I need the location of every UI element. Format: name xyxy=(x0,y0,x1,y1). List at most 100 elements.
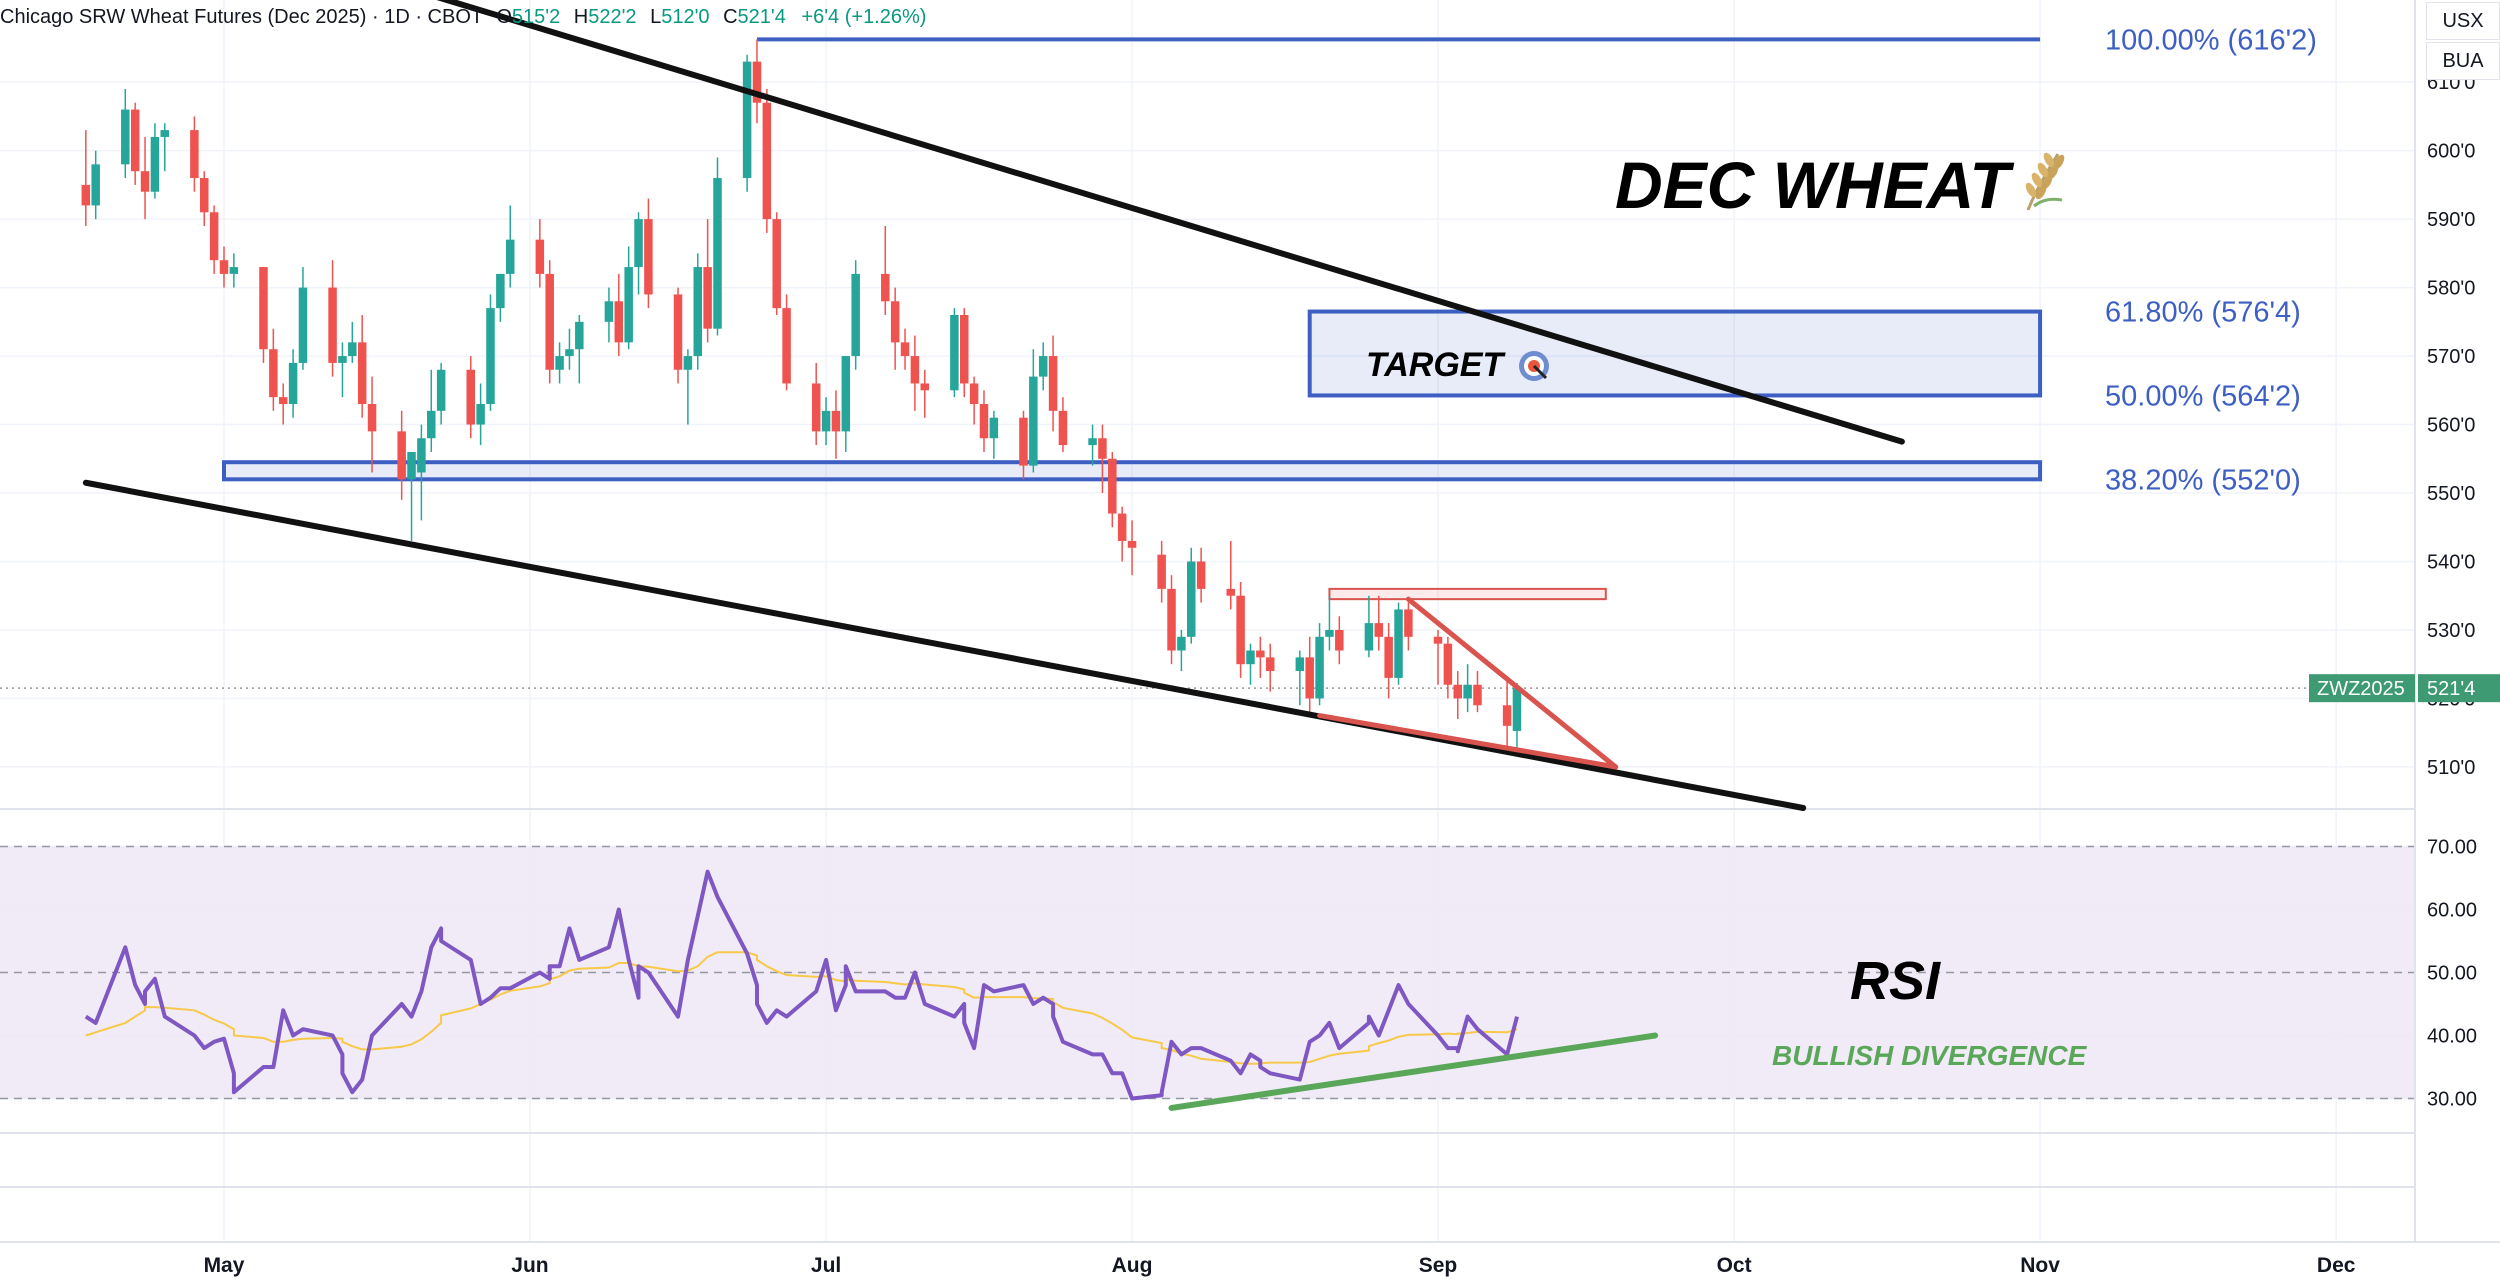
candle-body xyxy=(693,267,703,357)
candle-body xyxy=(1463,684,1472,699)
candle-body xyxy=(1315,636,1324,699)
candle-body xyxy=(910,356,920,384)
candle-body xyxy=(436,369,446,411)
close-label: C xyxy=(723,6,738,28)
candle-body xyxy=(545,273,554,370)
high-value: 522'2 xyxy=(588,6,637,28)
wheat-grain xyxy=(2043,152,2055,168)
rsi-axis-tick: 50.00 xyxy=(2427,963,2477,985)
candle-body xyxy=(920,383,930,391)
price-axis-tick: 540'0 xyxy=(2427,551,2475,573)
candle-body xyxy=(1433,636,1443,644)
candle-body xyxy=(742,61,752,179)
target-icon xyxy=(1519,351,1549,381)
candle-body xyxy=(900,342,910,357)
triangle-lower-line xyxy=(1317,713,1619,770)
target-dart xyxy=(1532,364,1548,380)
candle-body xyxy=(1453,684,1462,699)
candle-body xyxy=(298,287,308,363)
price-axis-tick: 510'0 xyxy=(2427,757,2475,779)
candle-body xyxy=(762,102,772,220)
rsi-line xyxy=(84,869,1519,1101)
support-zone xyxy=(222,460,2043,482)
candle-body xyxy=(1335,629,1344,651)
candle-body xyxy=(535,239,545,274)
candle-body xyxy=(229,267,239,274)
divergence-line xyxy=(1168,1032,1659,1111)
candle-body xyxy=(160,130,170,137)
candle-body xyxy=(1187,561,1196,637)
candle-body xyxy=(1512,688,1522,731)
fib-label: 38.20% (552'0) xyxy=(2105,464,2301,496)
candle-body xyxy=(357,342,367,404)
candle-body xyxy=(683,356,693,370)
candle-body xyxy=(269,349,278,398)
price-axis-tick: 570'0 xyxy=(2427,346,2475,368)
candle-body xyxy=(703,267,712,329)
wheat-leaf xyxy=(2033,197,2063,208)
wheat-grain xyxy=(2025,182,2037,198)
candle-body xyxy=(1098,438,1107,459)
symbol-title: Chicago SRW Wheat Futures (Dec 2025) · 1… xyxy=(0,6,483,28)
candle-body xyxy=(1246,650,1255,665)
candle-body xyxy=(614,301,624,343)
time-axis-label: Nov xyxy=(2020,1254,2060,1277)
candle-body xyxy=(1048,356,1058,411)
price-axis-tick: 560'0 xyxy=(2427,415,2475,437)
rsi-axis-tick: 60.00 xyxy=(2427,900,2477,922)
candle-body xyxy=(1108,458,1117,514)
open-label: O xyxy=(496,6,512,28)
candle-body xyxy=(673,294,683,370)
candle-body xyxy=(1443,643,1453,685)
candle-body xyxy=(121,109,130,165)
candle-body xyxy=(604,301,614,322)
price-axis-tick: 550'0 xyxy=(2427,483,2475,505)
high-label: H xyxy=(573,6,589,28)
divergence-label: BULLISH DIVERGENCE xyxy=(1772,1040,2088,1071)
candle-body xyxy=(634,219,643,268)
time-axis-label: Sep xyxy=(1419,1254,1458,1277)
candle-body xyxy=(486,308,495,404)
candle-body xyxy=(417,438,426,473)
time-axis-label: Oct xyxy=(1717,1254,1752,1277)
candle-body xyxy=(427,410,436,439)
candle-body xyxy=(367,404,377,432)
candle-body xyxy=(140,171,150,192)
candle-body xyxy=(466,369,475,425)
wheat-icon xyxy=(2025,152,2065,211)
time-axis-label: Aug xyxy=(1112,1254,1153,1277)
candle-body xyxy=(890,301,900,343)
candle-body xyxy=(1394,609,1403,678)
candle-body xyxy=(150,136,160,192)
candle-body xyxy=(969,383,979,404)
currency-button[interactable]: USX xyxy=(2426,2,2500,40)
candle-body xyxy=(821,410,831,432)
time-axis-label: Dec xyxy=(2317,1254,2356,1277)
wheat-stem xyxy=(2026,153,2060,211)
channel-line xyxy=(436,0,1905,445)
candle-body xyxy=(476,404,485,425)
candle-body xyxy=(200,178,209,213)
candle-body xyxy=(851,273,860,357)
candle-body xyxy=(1226,588,1235,596)
candle-body xyxy=(288,362,298,404)
price-axis-tick: 580'0 xyxy=(2427,278,2475,300)
symbol-tag-text: ZWZ2025 xyxy=(2317,678,2405,700)
candle-body xyxy=(407,451,416,480)
candle-body xyxy=(81,184,91,206)
candle-body xyxy=(91,164,100,206)
candle-body xyxy=(1157,554,1166,589)
chart-title: DEC WHEAT xyxy=(1615,148,2014,222)
candle-body xyxy=(505,239,515,274)
candle-body xyxy=(752,61,762,103)
candle-body xyxy=(881,273,890,302)
symbol-header: Chicago SRW Wheat Futures (Dec 2025) · 1… xyxy=(0,6,926,29)
candle-body xyxy=(219,260,229,274)
candle-body xyxy=(979,404,989,439)
resistance-zone xyxy=(1328,587,1607,601)
unit-button[interactable]: BUA xyxy=(2426,42,2500,80)
wheat-grain xyxy=(2031,172,2043,188)
target-label: TARGET xyxy=(1366,346,1506,384)
time-axis-label: Jul xyxy=(811,1254,841,1277)
